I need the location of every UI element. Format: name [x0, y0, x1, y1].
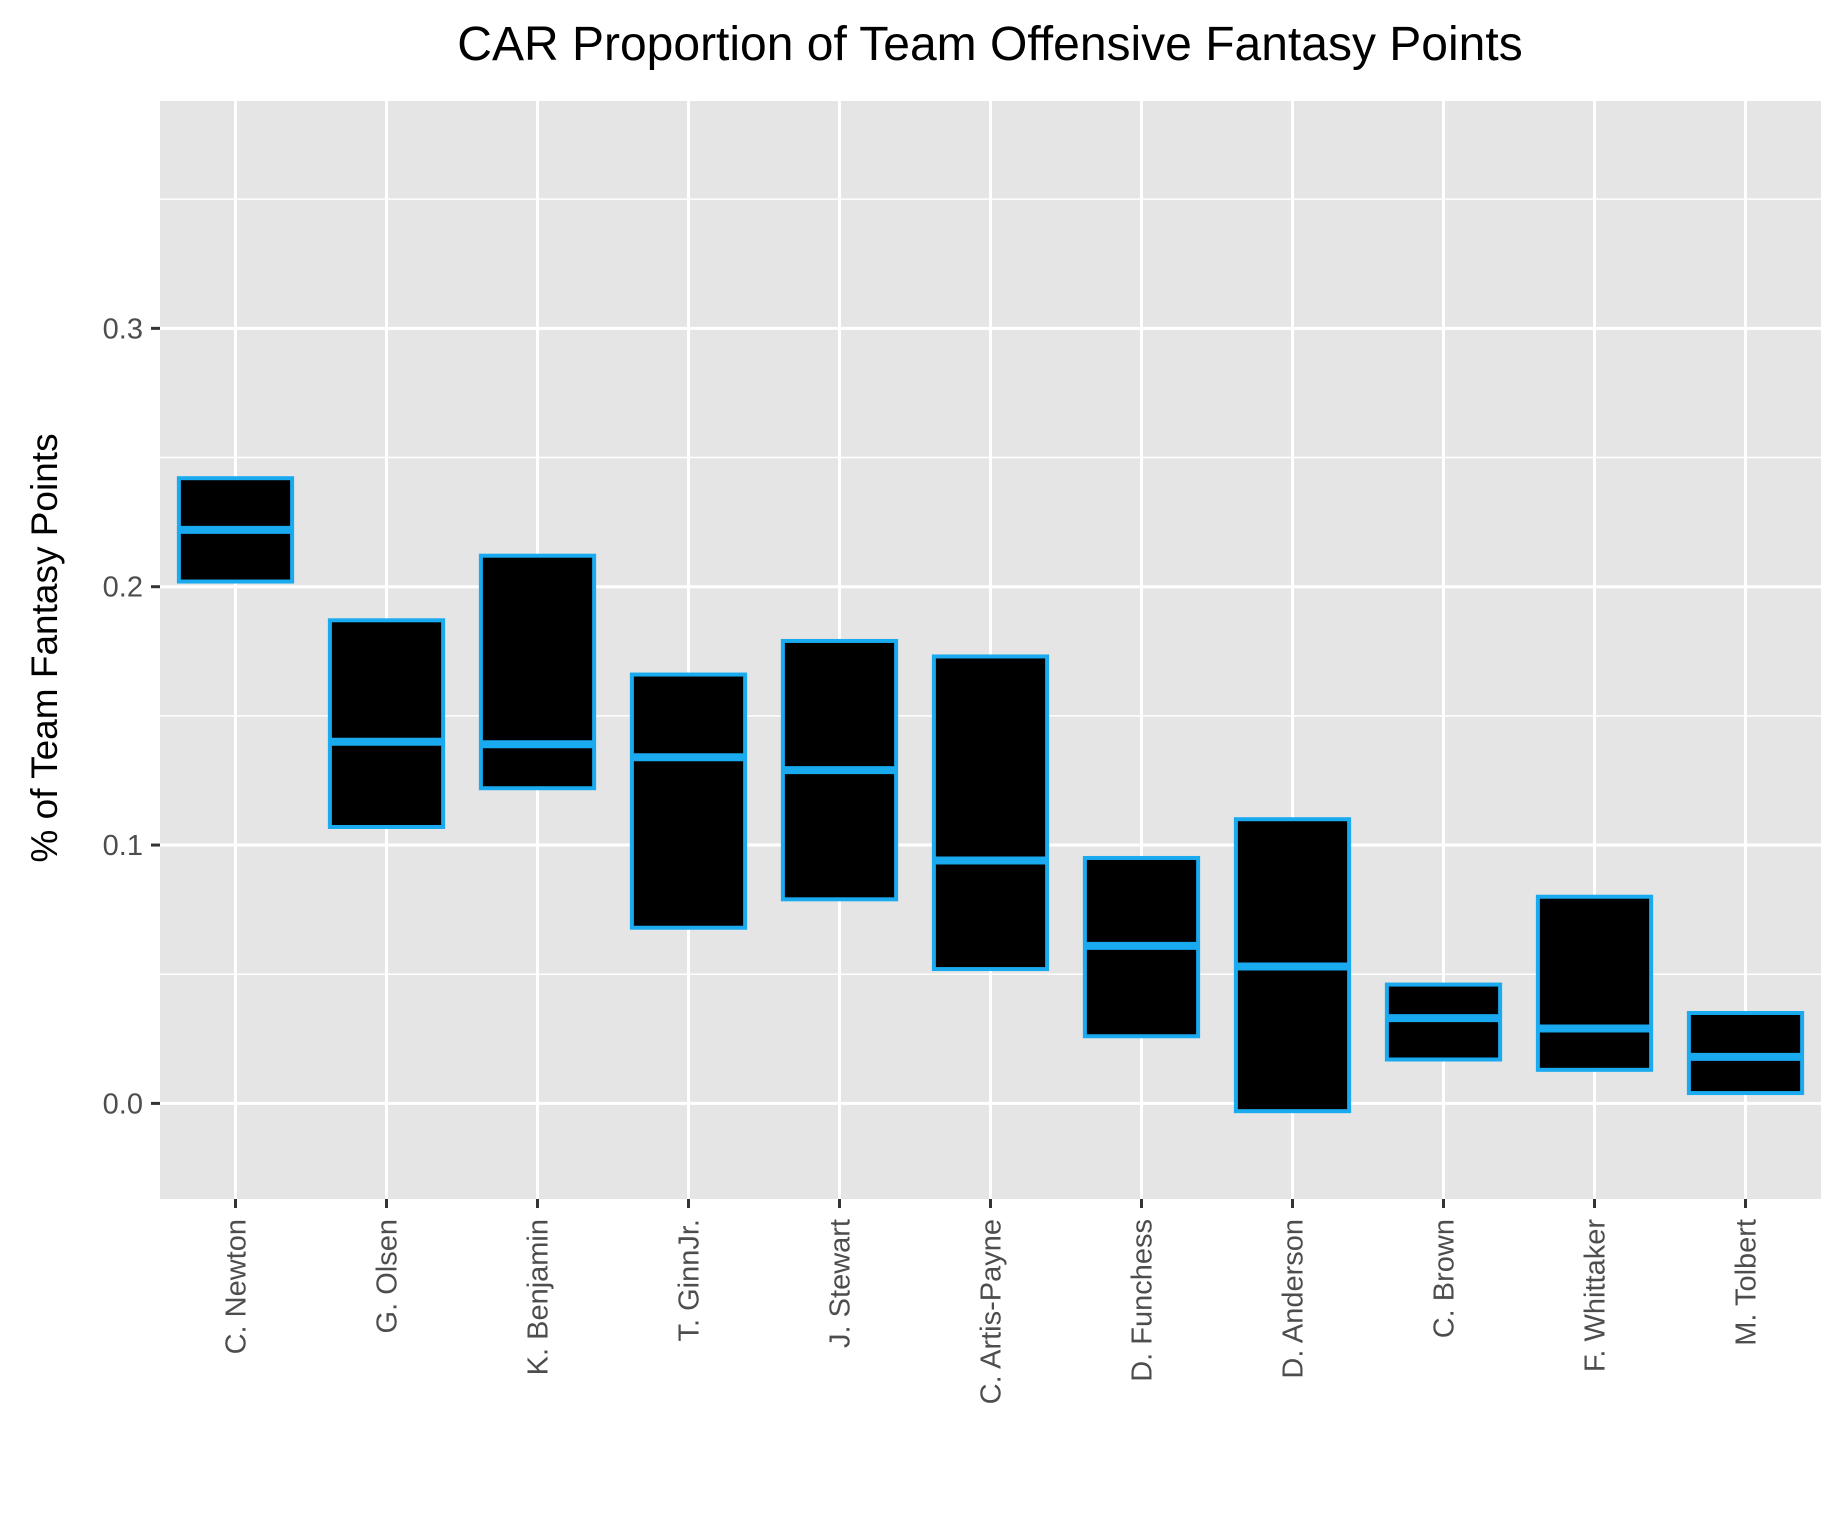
- box-8: [1384, 982, 1503, 1062]
- box-9: [1535, 894, 1654, 1072]
- box-rect: [1535, 894, 1654, 1072]
- y-axis: 0.0 0.1 0.2 0.3: [103, 313, 160, 1120]
- x-axis: C. Newton G. Olsen K. Benjamin T. GinnJr. J.…: [221, 1199, 1763, 1404]
- box-rect: [327, 618, 446, 829]
- x-tick-label: C. Artis-Payne: [976, 1219, 1008, 1404]
- box-5: [931, 654, 1050, 972]
- x-tick-label: T. GinnJr.: [674, 1219, 706, 1342]
- box-4: [780, 638, 899, 902]
- x-tick-label: J. Stewart: [825, 1219, 857, 1348]
- box-0: [176, 476, 295, 584]
- box-1: [327, 618, 446, 829]
- x-tick-label: K. Benjamin: [523, 1219, 555, 1375]
- box-rect: [478, 553, 597, 791]
- x-tick-label: G. Olsen: [372, 1219, 404, 1333]
- y-tick-label: 0.3: [103, 313, 143, 345]
- box-rect: [629, 672, 748, 930]
- box-2: [478, 553, 597, 791]
- box-rect: [931, 654, 1050, 972]
- box-6: [1082, 855, 1201, 1039]
- x-tick-label: M. Tolbert: [1731, 1219, 1763, 1346]
- y-axis-title: % of Team Fantasy Points: [24, 433, 65, 862]
- y-tick-label: 0.0: [103, 1088, 143, 1120]
- y-tick-label: 0.1: [103, 830, 143, 862]
- x-tick-label: D. Anderson: [1278, 1219, 1310, 1379]
- x-tick-label: C. Newton: [221, 1219, 253, 1354]
- box-7: [1233, 817, 1352, 1114]
- box-10: [1686, 1010, 1805, 1096]
- box-3: [629, 672, 748, 930]
- y-tick-label: 0.2: [103, 572, 143, 604]
- chart-title: CAR Proportion of Team Offensive Fantasy…: [457, 18, 1522, 71]
- x-tick-label: F. Whittaker: [1580, 1219, 1612, 1372]
- boxes: [176, 476, 1805, 1114]
- x-tick-label: C. Brown: [1429, 1219, 1461, 1338]
- x-tick-label: D. Funchess: [1127, 1219, 1159, 1382]
